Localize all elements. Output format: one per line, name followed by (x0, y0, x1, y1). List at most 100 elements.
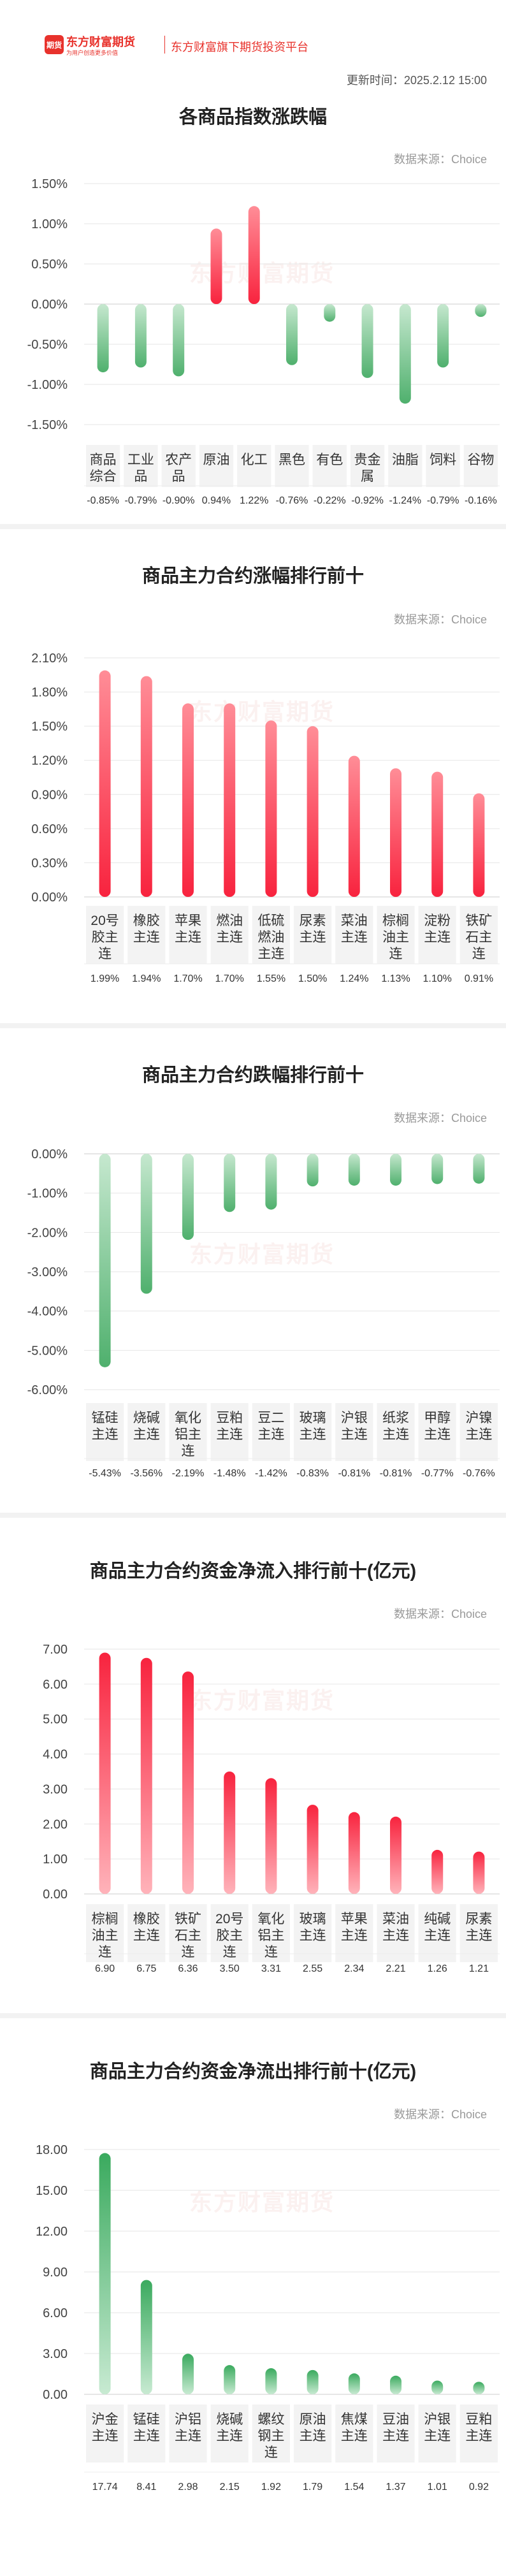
category-label-box (388, 445, 423, 487)
y-tick-label: 1.00% (31, 217, 68, 231)
category-label-box (335, 2405, 373, 2463)
data-label: 1.24% (340, 973, 368, 984)
y-tick-label: 0.60% (31, 822, 68, 836)
category-label: 20号胶主连 (90, 913, 119, 961)
chart-title: 商品主力合约涨幅排行前十 (141, 566, 364, 586)
category-label: 农产品 (165, 453, 192, 484)
category-label-box (127, 2405, 166, 2463)
brand-slogan: 为用户创造更多价值 (66, 50, 119, 56)
data-label: 2.55 (303, 1963, 322, 1974)
data-label: -0.22% (314, 495, 346, 506)
category-label: 沪镍主连 (465, 1411, 492, 1442)
y-tick-label: -5.00% (27, 1344, 68, 1358)
data-label: 1.79 (303, 2482, 322, 2492)
bar (265, 1778, 277, 1894)
category-label-box (169, 906, 207, 964)
category-label: 氧化铝主连 (257, 1912, 284, 1960)
y-tick-label: 9.00 (43, 2266, 68, 2280)
bar (307, 1805, 319, 1894)
category-label: 橡胶主连 (133, 913, 160, 945)
category-label: 纸浆主连 (382, 1411, 409, 1442)
y-tick-label: 0.00% (31, 298, 68, 312)
chart-source: 数据来源：Choice (393, 2108, 487, 2121)
bar (265, 1154, 277, 1210)
y-tick-label: 0.90% (31, 788, 68, 802)
category-label: 低硫燃油主连 (257, 913, 284, 961)
category-label-box (199, 445, 234, 487)
y-tick-label: 3.00 (43, 2347, 68, 2361)
category-label-box (86, 2405, 124, 2463)
bar (140, 676, 152, 897)
data-label: 1.94% (132, 973, 161, 984)
category-label-box (127, 1403, 166, 1461)
data-label: 2.98 (178, 2482, 198, 2492)
data-label: -1.24% (389, 495, 421, 506)
category-label-box (252, 1904, 290, 1962)
bar (473, 2382, 485, 2394)
bar (265, 720, 277, 897)
y-tick-label: -4.00% (27, 1305, 68, 1319)
section-divider (0, 524, 506, 529)
chart-title: 商品主力合约跌幅排行前十 (141, 1065, 364, 1086)
category-label: 氧化铝主连 (175, 1411, 201, 1459)
category-label-box (459, 1904, 498, 1962)
data-label: 1.10% (423, 973, 452, 984)
bar (390, 2375, 401, 2394)
y-tick-label: 12.00 (36, 2225, 68, 2239)
category-label-box (418, 906, 456, 964)
bar (97, 304, 109, 373)
bar (99, 1652, 111, 1894)
category-label: 商品综合 (90, 453, 117, 484)
y-tick-label: 5.00 (43, 1713, 68, 1727)
category-label-box (210, 1403, 249, 1461)
data-label: 6.90 (95, 1963, 115, 1974)
category-label-box (335, 1904, 373, 1962)
category-label: 棕榈油主连 (92, 1912, 119, 1960)
data-label: 17.74 (92, 2482, 118, 2492)
category-label-box (418, 1403, 456, 1461)
bar (307, 1154, 319, 1187)
bar (390, 1816, 401, 1894)
bar-chart-outflow: 18.00 15.00 12.00 9.00 6.00 3.00 0.00 沪金主连 17.74… (36, 2143, 500, 2492)
bar (361, 304, 373, 378)
bar (140, 1657, 152, 1894)
bar (182, 1671, 194, 1894)
data-label: 1.13% (381, 973, 410, 984)
category-label: 烧碱主连 (133, 1411, 160, 1442)
y-tick-label: -6.00% (27, 1383, 68, 1397)
category-label-box (463, 445, 498, 487)
data-label: -0.83% (296, 1468, 329, 1479)
category-label: 尿素主连 (465, 1912, 492, 1943)
category-label: 玻璃主连 (300, 1912, 326, 1943)
bar (473, 1851, 485, 1894)
category-label: 原油 (203, 453, 229, 467)
bar (182, 1154, 194, 1241)
y-tick-label: 6.00 (43, 2306, 68, 2320)
category-label-box (377, 1904, 415, 1962)
y-tick-label: 2.10% (31, 651, 68, 666)
bar (224, 1154, 236, 1212)
category-label: 豆粕主连 (216, 1411, 243, 1442)
category-label: 沪金主连 (92, 2412, 119, 2443)
category-label-box (459, 906, 498, 964)
bar-chart-index-change: 1.50% 1.00% 0.50% 0.00% -0.50% -1.00% -1.50% 商品… (27, 177, 500, 506)
bar (248, 206, 260, 304)
category-label: 棕榈油主连 (382, 913, 409, 961)
data-label: 1.54 (344, 2482, 364, 2492)
category-label-box (127, 1904, 166, 1962)
y-tick-label: -1.00% (27, 378, 68, 392)
y-tick-label: -3.00% (27, 1265, 68, 1279)
y-tick-label: 4.00 (43, 1748, 68, 1762)
category-label-box (459, 1403, 498, 1461)
bar (348, 1154, 360, 1186)
data-label: 1.70% (173, 973, 202, 984)
bar (307, 726, 319, 897)
category-label: 沪铝主连 (175, 2412, 201, 2443)
data-label: -0.92% (351, 495, 384, 506)
data-label: -0.79% (427, 495, 459, 506)
category-label: 尿素主连 (300, 913, 326, 945)
category-label-box (294, 906, 332, 964)
category-label-box (86, 1904, 124, 1962)
category-label: 化工 (241, 453, 268, 467)
category-label: 锰硅主连 (92, 1411, 119, 1442)
